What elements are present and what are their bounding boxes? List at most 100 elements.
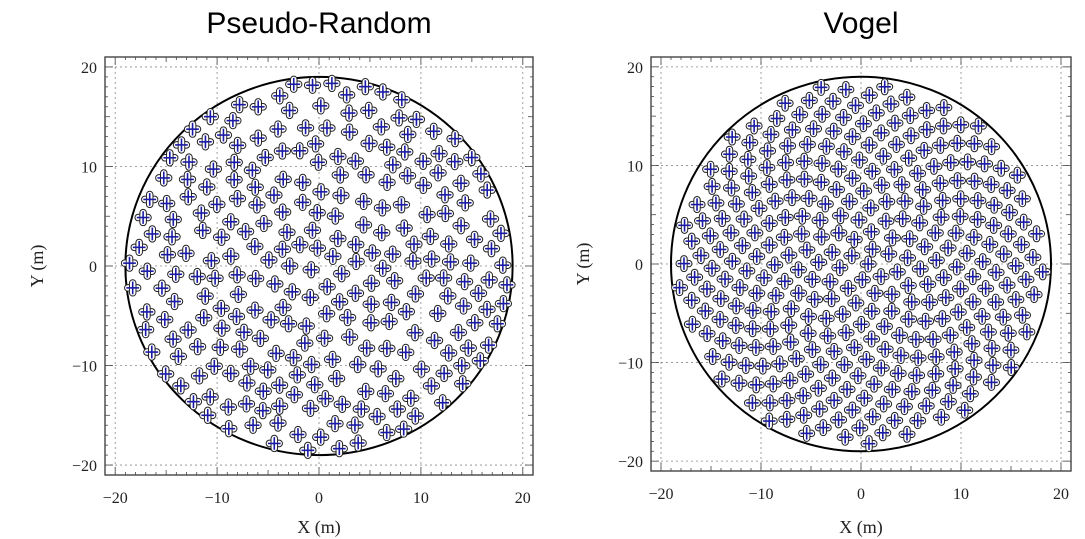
station-marker: [230, 340, 249, 358]
station-marker: [817, 309, 835, 327]
station-marker: [793, 207, 811, 225]
station-marker: [158, 194, 176, 213]
station-marker: [844, 169, 862, 187]
station-marker: [903, 293, 921, 311]
station-marker: [332, 186, 350, 205]
station-marker: [947, 224, 965, 242]
station-marker: [862, 223, 880, 241]
station-marker: [959, 153, 977, 171]
station-marker: [278, 223, 296, 241]
station-marker: [720, 145, 738, 163]
station-marker: [455, 272, 474, 291]
station-marker: [346, 152, 365, 170]
station-marker: [942, 154, 960, 172]
station-marker: [378, 423, 396, 442]
station-marker: [892, 346, 910, 364]
station-marker: [812, 356, 830, 374]
station-marker: [831, 259, 849, 277]
station-marker: [312, 428, 330, 446]
station-marker: [800, 307, 818, 325]
station-marker: [291, 142, 309, 160]
station-marker: [274, 298, 292, 317]
station-marker: [797, 365, 815, 383]
station-marker: [386, 272, 404, 290]
station-marker: [308, 204, 326, 222]
station-marker: [179, 188, 197, 206]
station-marker: [837, 324, 855, 342]
station-marker: [843, 247, 861, 265]
station-marker: [196, 133, 215, 151]
station-marker: [422, 377, 441, 395]
station-marker: [205, 357, 223, 375]
x-tick-label: 10: [413, 490, 429, 507]
station-marker: [872, 359, 890, 377]
station-marker: [227, 307, 246, 326]
station-marker: [762, 303, 780, 321]
station-marker: [309, 153, 328, 171]
station-marker: [273, 142, 292, 160]
station-marker: [909, 412, 927, 430]
station-marker: [744, 301, 762, 319]
station-marker: [704, 348, 722, 366]
station-marker: [908, 366, 926, 384]
station-marker: [829, 160, 847, 178]
station-marker: [356, 77, 374, 96]
station-marker: [727, 316, 745, 334]
station-marker: [369, 360, 387, 378]
station-marker: [340, 328, 359, 346]
station-marker: [430, 144, 448, 163]
station-marker: [161, 149, 179, 167]
station-marker: [417, 269, 435, 287]
station-marker: [429, 164, 447, 182]
station-marker: [992, 159, 1010, 177]
station-marker: [847, 294, 865, 312]
station-marker: [946, 360, 964, 378]
station-marker: [312, 183, 330, 201]
station-marker: [212, 299, 230, 318]
station-marker: [390, 109, 408, 127]
station-marker: [958, 318, 976, 336]
station-marker: [407, 110, 426, 129]
station-marker: [481, 210, 500, 228]
station-marker: [472, 165, 490, 183]
station-marker: [340, 123, 359, 141]
station-marker: [120, 254, 139, 272]
station-marker: [780, 316, 798, 334]
station-marker: [965, 351, 983, 369]
station-marker: [439, 287, 457, 305]
station-marker: [466, 314, 484, 332]
station-marker: [795, 170, 813, 188]
station-marker: [222, 247, 240, 265]
station-marker: [872, 124, 890, 142]
station-marker: [998, 181, 1016, 199]
station-marker: [900, 310, 918, 328]
station-marker: [731, 279, 749, 297]
station-marker: [747, 376, 765, 394]
station-marker: [256, 148, 274, 167]
station-marker: [323, 350, 342, 369]
station-marker: [194, 221, 212, 240]
station-marker: [329, 229, 347, 248]
station-marker: [803, 270, 821, 288]
station-marker: [291, 236, 309, 254]
station-marker: [760, 236, 778, 254]
station-marker: [405, 235, 423, 253]
station-marker: [222, 364, 240, 383]
station-marker: [195, 309, 213, 327]
station-marker: [835, 108, 853, 126]
station-marker: [462, 254, 480, 272]
station-marker: [811, 400, 829, 418]
station-marker: [866, 284, 884, 302]
station-marker: [999, 324, 1017, 342]
station-marker: [347, 252, 365, 271]
station-marker: [909, 349, 927, 367]
station-marker: [969, 192, 987, 210]
station-marker: [306, 376, 324, 394]
station-marker: [886, 411, 904, 429]
station-marker: [494, 256, 512, 274]
station-marker: [911, 260, 929, 278]
station-marker: [281, 257, 299, 275]
station-marker: [872, 268, 890, 286]
station-marker: [711, 240, 729, 258]
station-marker: [890, 326, 908, 344]
